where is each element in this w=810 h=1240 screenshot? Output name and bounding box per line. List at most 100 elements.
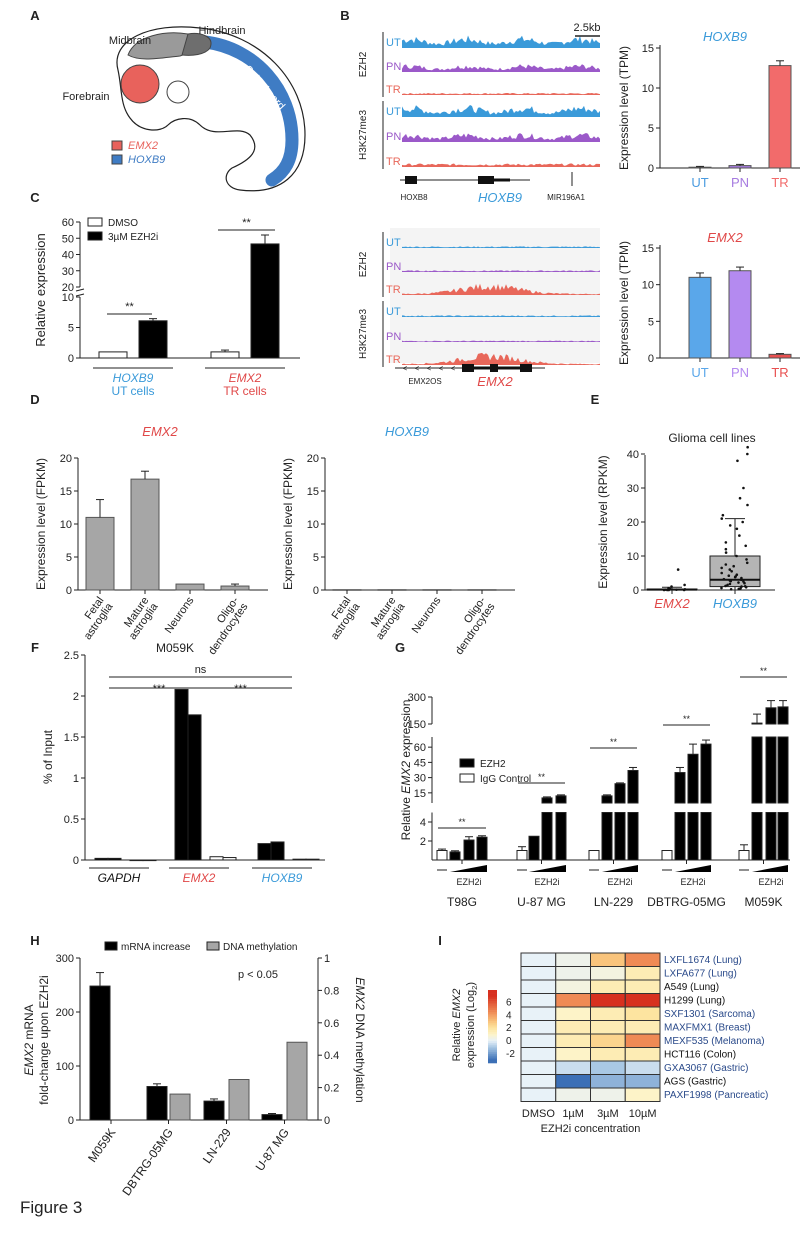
bar-igg-emx2 [209,856,224,861]
data-point [746,503,749,507]
bar-m059k [777,812,789,861]
bar-ln-229 [614,783,626,804]
y-axis-tick-label: 300 [408,692,426,704]
bar-ln-229 [627,812,639,861]
gene-exon [462,364,474,372]
panel-label-d: D [30,392,39,407]
bar-igg-hoxb9 [305,858,320,861]
colorbar-segment [488,1055,497,1058]
strand-arrow: < [403,364,408,373]
colorbar-label-line2-part: expression (Log [465,990,477,1068]
data-point [742,580,745,583]
bar-m059k [765,707,777,725]
track-label-tr: TR [386,284,401,296]
heatmap-cell [555,1060,591,1075]
legend-label: IgG Control [480,774,531,785]
heatmap-cell [520,1060,557,1075]
panel-label-e: E [591,392,600,407]
row-label: AGS (Gastric) [664,1077,726,1088]
track-label-pn: PN [386,331,401,343]
significance-label: ** [458,817,466,827]
data-point [737,581,740,584]
data-point [742,486,745,490]
bar-mrna-ln-229 [203,1100,225,1121]
track-label-tr: TR [386,156,401,168]
data-point [743,584,747,588]
x-tick-label: Neurons [163,594,197,635]
colorbar-label-part: EMX2 [451,989,463,1019]
y-axis-tick-label: 15 [60,486,72,498]
bar-ln-229 [588,850,600,861]
colorbar-label-line2-part: 2 [470,986,479,990]
y-axis-tick-label: 0 [633,585,639,597]
y-axis-tick-label: 5 [68,323,74,335]
panel-label-b: B [340,8,349,23]
heatmap-cell [555,952,591,967]
colorbar-tick-label: 6 [506,998,512,1009]
strand-arrow: < [427,364,432,373]
data-point [724,541,728,544]
axis-break [75,288,85,292]
colorbar-segment [488,1022,497,1025]
heatmap-cell [624,1060,661,1075]
y-axis-tick-label: 5 [313,552,319,564]
heatmap-cell [624,979,661,994]
y-axis-label-right: EMX2 DNA methylation [353,977,367,1102]
data-point [746,452,749,456]
bar-ut [688,166,712,169]
colorbar-segment [488,1031,497,1035]
y-axis-left-tick-label: 200 [56,1007,74,1019]
heatmap-cell [624,1006,661,1021]
bar-m059k [777,706,789,725]
heatmap-cell [555,993,591,1008]
colorbar-segment [488,1002,497,1005]
bar-ut [688,276,712,359]
bar-m059k [751,722,763,725]
data-point [735,573,739,576]
bar-ln-229 [627,770,639,804]
y-axis-tick-label: 15 [307,486,319,498]
bar-u-87 mg [541,797,553,804]
significance-label: ** [760,666,768,676]
y-axis-left-tick-label: 0 [68,1115,74,1127]
y-axis-tick-label: 150 [408,719,426,731]
y-axis-tick-label: 30 [627,483,639,495]
bar-dbtrg-05mg [700,743,712,804]
y-axis-left-tick-label: 100 [56,1061,74,1073]
x-tick-label-hoxb9: HOXB9 [713,596,757,611]
row-label: H1299 (Lung) [664,996,725,1007]
gene-exon-hoxb9 [478,176,494,184]
bar-ln-229 [601,812,613,861]
colorbar-segment [488,1010,497,1013]
bar-dbtrg-05mg [687,812,699,861]
y-axis-label: % of Input [41,729,55,784]
heatmap-cell [555,1074,591,1089]
group-label-gapdh: GAPDH [98,871,141,885]
signal-track-h3k27me3-ut [402,104,600,117]
significance-label: ** [538,772,546,782]
y-axis-tick-label: 2.5 [64,650,79,662]
y-axis-left-tick-label: 300 [56,953,74,965]
heatmap-cell [520,993,557,1008]
row-label: LXFA677 (Lung) [664,969,737,980]
heatmap-cell [590,1047,626,1062]
y-axis-tick-label: 10 [642,83,654,95]
bar-methylation-dbtrg-05mg [169,1093,191,1121]
panel-label-h: H [30,933,39,948]
y-axis-right-tick-label: 0.8 [324,985,339,997]
y-axis-tick-label: 20 [62,282,74,294]
heatmap-cell [624,1047,661,1062]
track-label-ut: UT [386,106,401,118]
data-point [720,586,723,590]
strand-arrow: < [439,364,444,373]
colorbar-label-part: Relative [451,1019,463,1062]
treatment-label: EZH2i [758,877,783,887]
y-axis-tick-label: 4 [420,817,426,829]
track-label-ut: UT [386,237,401,249]
significance-label: ** [125,301,134,313]
bar-methylation-u-87 mg [286,1041,308,1121]
colorbar-tick-label: 2 [506,1023,512,1034]
bar-ezh2-emx2 [174,688,189,861]
signal-track-h3k27me3-tr [402,352,600,365]
y-axis-tick-label: 20 [307,453,319,465]
